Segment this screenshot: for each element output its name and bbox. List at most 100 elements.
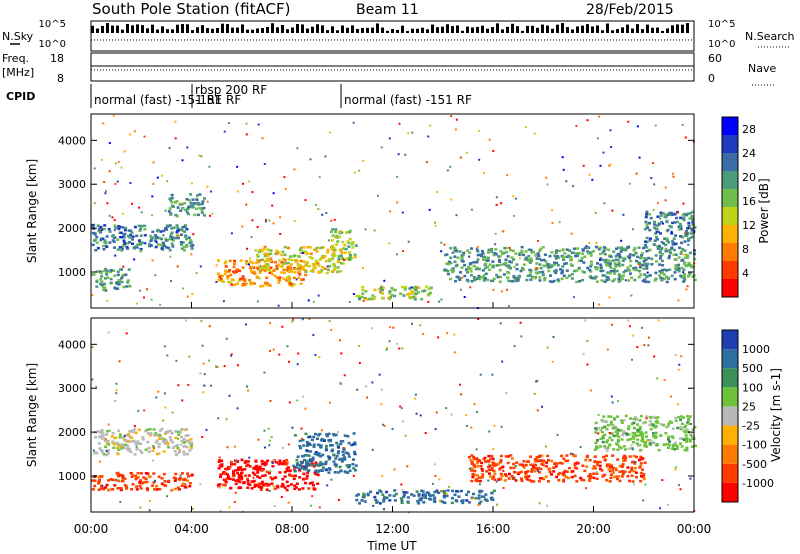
echo-cell [507, 472, 511, 476]
echo-cell [646, 271, 649, 274]
echo-cell [222, 483, 226, 487]
echo-cell [496, 503, 499, 506]
echo-cell [672, 242, 676, 245]
echo-cell [268, 259, 272, 263]
echo-cell [93, 167, 96, 170]
echo-cell [118, 246, 122, 249]
echo-cell [314, 450, 318, 454]
echo-cell [331, 270, 335, 273]
echo-cell [473, 277, 477, 280]
echo-cell [679, 488, 682, 491]
echo-cell [612, 250, 616, 253]
echo-cell [679, 252, 683, 255]
echo-cell [321, 256, 325, 259]
echo-cell [573, 463, 577, 467]
echo-cell [551, 222, 554, 224]
echo-cell [123, 232, 127, 236]
echo-cell [378, 502, 382, 505]
echo-cell [451, 489, 454, 493]
echo-cell [340, 352, 343, 355]
echo-cell [269, 322, 272, 325]
echo-cell [640, 435, 644, 439]
echo-cell [360, 295, 364, 299]
echo-cell [127, 234, 130, 238]
echo-cell [672, 237, 676, 240]
echo-cell [649, 237, 652, 240]
echo-cell [368, 297, 372, 300]
echo-cell [236, 282, 239, 286]
echo-cell [668, 211, 671, 215]
echo-cell [444, 268, 448, 272]
echo-cell [408, 292, 412, 295]
echo-cell [405, 491, 409, 494]
echo-cell [100, 280, 104, 283]
echo-cell [526, 478, 529, 481]
echo-cell [632, 248, 636, 252]
echo-cell [247, 474, 251, 477]
echo-cell [383, 508, 385, 511]
echo-cell [154, 479, 156, 482]
echo-cell [632, 334, 635, 337]
cpid-segment-3: -151 RF [195, 93, 241, 107]
nsky-bar [236, 27, 239, 33]
echo-cell [594, 427, 598, 430]
echo-cell [113, 246, 116, 249]
echo-cell [630, 294, 633, 297]
echo-cell [421, 290, 425, 293]
echo-cell [307, 442, 311, 445]
echo-cell [688, 415, 692, 418]
echo-cell [594, 431, 598, 434]
echo-cell [184, 208, 188, 212]
echo-cell [461, 276, 464, 279]
echo-cell [116, 443, 120, 446]
echo-cell [564, 475, 568, 479]
echo-cell [298, 439, 302, 443]
echo-cell [114, 254, 117, 257]
echo-cell [538, 263, 542, 266]
echo-cell [176, 430, 180, 433]
echo-cell [632, 470, 636, 473]
echo-cell [547, 269, 551, 273]
echo-cell [645, 264, 649, 268]
echo-cell [338, 382, 341, 385]
echo-cell [552, 336, 555, 338]
echo-cell [92, 449, 95, 452]
echo-cell [240, 468, 244, 471]
echo-cell [563, 252, 567, 255]
echo-cell [351, 241, 355, 244]
echo-cell [623, 448, 627, 451]
echo-cell [538, 477, 542, 480]
echo-cell [311, 262, 315, 266]
echo-cell [413, 295, 417, 298]
echo-cell [116, 180, 119, 183]
echo-cell [218, 275, 222, 279]
echo-cell [174, 236, 178, 240]
echo-cell [353, 450, 356, 454]
echo-cell [615, 475, 619, 478]
echo-cell [458, 278, 462, 281]
echo-cell [181, 229, 185, 232]
echo-cell [674, 416, 678, 420]
velocity-ylabel: Slant Range [km] [25, 363, 39, 467]
echo-cell [332, 246, 336, 250]
date-label: 28/Feb/2015 [586, 2, 674, 18]
echo-cell [602, 249, 606, 252]
echo-cell [618, 275, 622, 278]
echo-cell [494, 248, 498, 251]
echo-cell [339, 270, 343, 273]
echo-cell [454, 248, 458, 251]
echo-cell [554, 465, 558, 468]
echo-cell [309, 450, 313, 453]
echo-cell [202, 206, 206, 210]
echo-cell [493, 472, 497, 476]
nsky-bar [381, 27, 384, 33]
echo-cell [193, 202, 196, 205]
echo-cell [108, 241, 112, 244]
echo-cell [589, 389, 592, 392]
nsky-bar [526, 25, 529, 33]
echo-cell [145, 428, 149, 432]
echo-cell [241, 284, 244, 287]
echo-cell [115, 389, 118, 392]
echo-cell [570, 273, 574, 276]
echo-cell [324, 444, 328, 448]
